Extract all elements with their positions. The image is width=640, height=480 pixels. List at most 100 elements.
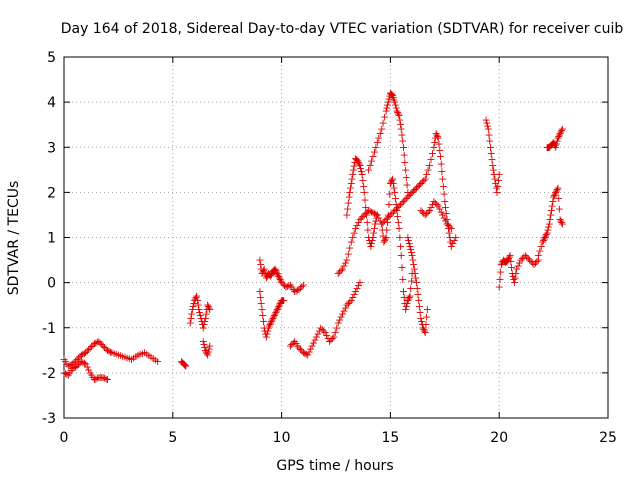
data-point: + [353,154,362,167]
data-point: + [544,220,553,233]
data-point: + [445,231,454,244]
data-point: + [374,211,383,224]
data-point: + [553,183,562,196]
data-point: + [413,180,422,193]
data-point: + [425,159,434,172]
data-point: + [393,106,402,119]
data-point: + [540,233,549,246]
data-point: + [300,347,309,360]
data-point: + [256,258,265,271]
data-point: + [180,358,189,371]
data-point: + [196,312,205,325]
data-point: + [394,108,403,121]
data-point: + [497,258,506,271]
data-point: + [401,163,410,176]
data-point: + [438,172,447,185]
data-point: + [402,192,411,205]
data-point: + [144,349,153,362]
data-point: + [443,217,452,230]
data-point: + [405,240,414,253]
data-point: + [273,267,282,280]
data-point: + [552,184,561,197]
data-point: + [358,168,367,181]
data-point: + [404,293,413,306]
data-point: + [100,341,109,354]
data-point: + [393,201,402,214]
data-point: + [365,234,374,247]
data-point: + [197,315,206,328]
data-point: + [268,314,277,327]
data-point: + [368,234,377,247]
data-point: + [257,267,266,280]
data-point: + [262,272,271,285]
data-point: + [387,207,396,220]
data-point: + [199,335,208,348]
data-point: + [400,291,409,304]
data-point: + [422,168,431,181]
data-point: + [120,351,129,364]
series-track19: ++++++++++++++++++++++ [542,123,566,154]
data-point: + [363,216,372,229]
data-point: + [376,127,385,140]
y-tick-label: 2 [47,185,56,201]
data-point: + [336,311,345,324]
data-point: + [438,208,447,221]
data-point: + [379,229,388,242]
data-point: + [490,172,499,185]
data-point: + [486,141,495,154]
data-point: + [431,127,440,140]
data-point: + [409,184,418,197]
data-point: + [420,324,429,337]
data-point: + [537,240,546,253]
data-point: + [527,255,536,268]
data-point: + [294,342,303,355]
data-point: + [506,255,515,268]
data-point: + [511,267,520,280]
data-point: + [558,217,567,230]
data-point: + [335,314,344,327]
data-point: + [350,156,359,169]
data-point: + [397,261,406,274]
data-point: + [291,337,300,350]
data-point: + [368,231,377,244]
data-point: + [271,264,280,277]
data-point: + [355,276,364,289]
data-point: + [59,353,68,366]
data-point: + [554,130,563,143]
data-point: + [487,153,496,166]
data-point: + [186,312,195,325]
data-point: + [421,172,430,185]
data-point: + [70,356,79,369]
data-point: + [188,300,197,313]
data-point: + [273,269,282,282]
data-point: + [421,318,430,331]
series-track2: +++++++++++++++++++++++++++++++ [59,355,112,386]
data-point: + [392,204,401,217]
data-point: + [86,342,95,355]
x-tick-label: 5 [168,430,177,446]
data-point: + [425,204,434,217]
data-point: + [488,159,497,172]
data-point: + [412,181,421,194]
data-point: + [347,294,356,307]
data-point: + [407,246,416,259]
data-point: + [274,270,283,283]
data-point: + [103,344,112,357]
data-point: + [410,183,419,196]
data-point: + [201,312,210,325]
data-point: + [71,360,80,373]
data-point: + [509,273,518,286]
data-point: + [68,357,77,370]
data-point: + [401,303,410,316]
data-point: + [428,198,437,211]
data-point: + [364,163,373,176]
series-track10: ++++++++++++++++++++++++++++++++++++++++… [342,152,382,253]
data-point: + [550,138,559,151]
data-point: + [383,216,392,229]
data-point: + [434,199,443,212]
data-point: + [276,273,285,286]
data-point: + [80,347,89,360]
data-point: + [532,255,541,268]
data-point: + [397,129,406,142]
data-point: + [483,120,492,133]
